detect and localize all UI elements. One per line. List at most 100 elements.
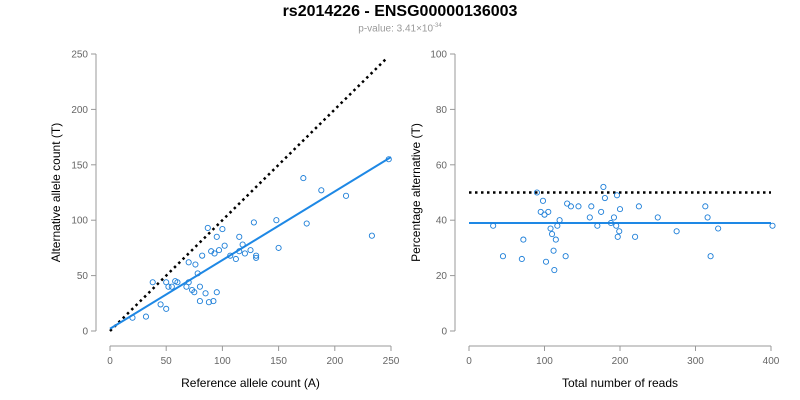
regression-line xyxy=(109,156,392,330)
data-point xyxy=(600,183,607,191)
data-point xyxy=(210,298,217,305)
data-point xyxy=(562,253,569,260)
data-point xyxy=(227,252,234,259)
x-tick-label: 150 xyxy=(270,356,287,367)
data-point xyxy=(174,279,181,286)
x-tick-label: 250 xyxy=(383,356,400,367)
data-point xyxy=(168,283,175,290)
data-point xyxy=(247,247,254,254)
data-point xyxy=(704,214,711,221)
data-point xyxy=(613,222,620,229)
y-tick-label: 0 xyxy=(441,327,447,338)
data-point xyxy=(129,314,136,321)
data-point xyxy=(163,305,170,312)
data-point xyxy=(673,228,680,235)
chart-subtitle: p-value: 3.41×10-34 xyxy=(0,23,800,34)
data-point xyxy=(236,248,243,255)
data-point xyxy=(205,299,212,306)
data-point xyxy=(213,233,220,240)
data-point xyxy=(215,247,223,254)
data-point xyxy=(253,254,260,261)
data-point xyxy=(610,214,618,221)
data-point xyxy=(318,187,325,194)
x-tick-label: 100 xyxy=(214,356,231,367)
data-point xyxy=(586,214,593,221)
data-point xyxy=(236,233,243,240)
y-axis-title: Percentage alternative (T) xyxy=(409,123,423,262)
y-tick-label: 50 xyxy=(77,271,89,282)
y-tick-label: 250 xyxy=(71,50,88,61)
data-point xyxy=(194,270,201,277)
y-tick-label: 60 xyxy=(436,160,448,171)
data-point xyxy=(342,192,350,199)
data-point xyxy=(273,217,280,224)
data-point xyxy=(520,236,527,243)
data-point xyxy=(211,250,218,257)
data-point xyxy=(303,220,310,227)
data-point xyxy=(253,252,260,259)
data-point xyxy=(191,289,198,296)
x-axis-title: Total number of reads xyxy=(562,376,678,390)
data-point xyxy=(239,241,246,248)
data-point xyxy=(549,230,556,238)
y-tick-label: 20 xyxy=(436,271,448,282)
data-point xyxy=(607,219,614,227)
data-point xyxy=(547,225,554,232)
y-axis-title: Alternative allele count (T) xyxy=(49,123,63,262)
data-point xyxy=(499,253,507,260)
data-point xyxy=(616,228,623,235)
data-point xyxy=(588,203,595,210)
data-point xyxy=(250,219,257,226)
data-point xyxy=(192,261,199,268)
chart-panel-2: 0 100 200 300 400 0 20 40 60 80 100 Total number of… xyxy=(409,50,780,391)
data-point xyxy=(385,156,392,163)
data-point xyxy=(533,189,541,196)
data-point xyxy=(199,252,206,259)
data-point xyxy=(575,203,582,210)
data-point xyxy=(614,233,621,240)
data-point xyxy=(598,208,605,215)
data-point xyxy=(149,279,156,286)
data-point xyxy=(196,283,203,290)
data-point xyxy=(616,206,624,213)
data-point xyxy=(556,217,563,224)
data-point xyxy=(567,203,574,210)
y-tick-label: 200 xyxy=(71,105,88,116)
data-point xyxy=(157,301,164,308)
y-tick-label: 100 xyxy=(430,50,447,61)
data-point xyxy=(594,222,601,229)
data-point xyxy=(300,175,307,182)
reference-line xyxy=(109,58,387,332)
data-point xyxy=(368,232,375,239)
data-point xyxy=(539,197,547,204)
data-point xyxy=(185,259,192,266)
chart-title: rs2014226 - ENSG00000136003 xyxy=(282,3,518,20)
data-point xyxy=(707,253,714,260)
data-point xyxy=(542,258,550,265)
data-point xyxy=(551,267,558,274)
p-value-text: p-value: 3.41×10 xyxy=(358,23,434,35)
data-point xyxy=(232,255,239,263)
data-point xyxy=(715,225,722,232)
y-tick-label: 80 xyxy=(436,105,448,116)
x-tick-label: 200 xyxy=(326,356,343,367)
data-point xyxy=(275,244,282,251)
data-point xyxy=(554,222,561,229)
data-point xyxy=(196,298,203,305)
data-point xyxy=(241,250,248,257)
y-tick-label: 0 xyxy=(82,327,88,338)
y-tick-label: 40 xyxy=(436,216,448,227)
data-point xyxy=(632,233,639,240)
data-point xyxy=(550,247,557,254)
data-point xyxy=(613,192,621,199)
x-tick-label: 0 xyxy=(466,356,472,367)
data-point xyxy=(185,279,192,286)
x-tick-label: 200 xyxy=(612,356,629,367)
data-point xyxy=(545,208,552,215)
data-point xyxy=(601,194,608,202)
x-tick-label: 0 xyxy=(107,356,113,367)
y-tick-label: 150 xyxy=(71,160,88,171)
data-point xyxy=(221,242,228,249)
data-point xyxy=(552,236,559,243)
